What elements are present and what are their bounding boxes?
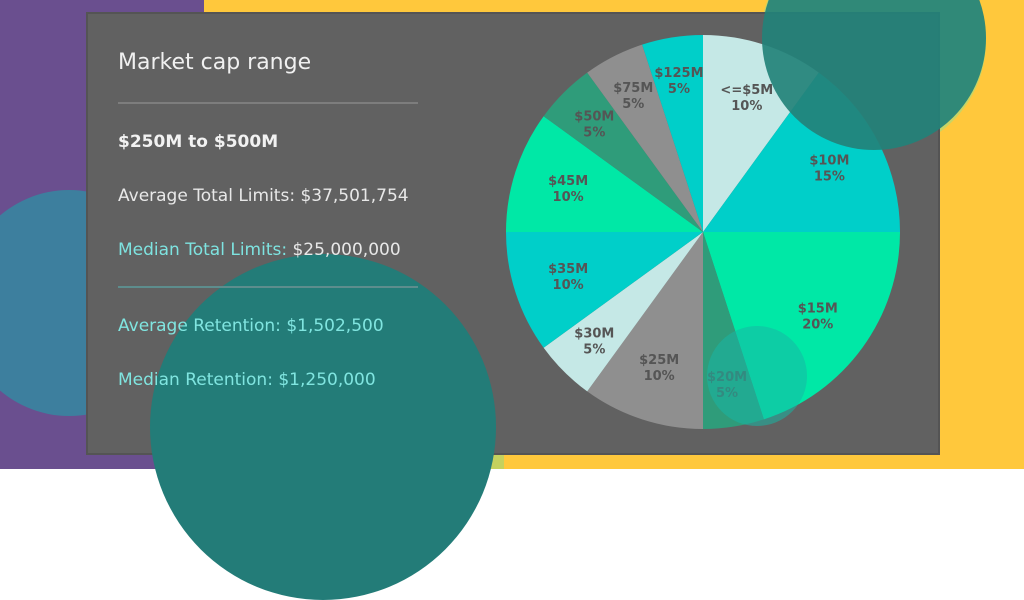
divider [118, 286, 418, 288]
decor-circle-small [707, 326, 807, 426]
slice-label: $125M [654, 66, 703, 81]
slice-label: $35M [548, 262, 588, 277]
average-total-limits: Average Total Limits: $37,501,754 [118, 186, 409, 206]
slice-label: $10M [809, 154, 849, 169]
slice-percent: 5% [583, 343, 605, 358]
median-total-limits: Median Total Limits: $25,000,000 [118, 240, 401, 260]
slice-percent: 15% [814, 170, 845, 185]
slice-percent: 10% [553, 278, 584, 293]
pie-slice [587, 232, 703, 429]
range-label: $250M to $500M [118, 132, 279, 152]
divider [118, 102, 418, 104]
slice-label: <=$5M [720, 83, 773, 98]
slice-label: $15M [798, 301, 838, 316]
slice-percent: 20% [802, 317, 833, 332]
slice-label: $50M [574, 109, 614, 124]
slice-percent: 5% [668, 82, 690, 97]
slice-percent: 10% [644, 369, 675, 384]
card-title: Market cap range [118, 50, 312, 75]
slice-label: $45M [548, 174, 588, 189]
slice-label: $75M [613, 81, 653, 96]
slice-label: $30M [574, 327, 614, 342]
average-retention: Average Retention: $1,502,500 [118, 316, 384, 336]
median-retention: Median Retention: $1,250,000 [118, 370, 376, 390]
slice-percent: 10% [731, 99, 762, 114]
median-total-limits-value: $25,000,000 [292, 240, 401, 260]
median-total-limits-label: Median Total Limits: [118, 240, 288, 260]
pie-slice [642, 35, 703, 232]
pie-slice [506, 232, 703, 348]
slice-label: $25M [639, 353, 679, 368]
slice-percent: 5% [583, 125, 605, 140]
slice-percent: 5% [622, 97, 644, 112]
pie-slice [506, 116, 703, 232]
pie-slice [543, 72, 703, 232]
pie-slice [587, 44, 703, 233]
slice-percent: 10% [553, 190, 584, 205]
pie-slice [543, 232, 703, 392]
